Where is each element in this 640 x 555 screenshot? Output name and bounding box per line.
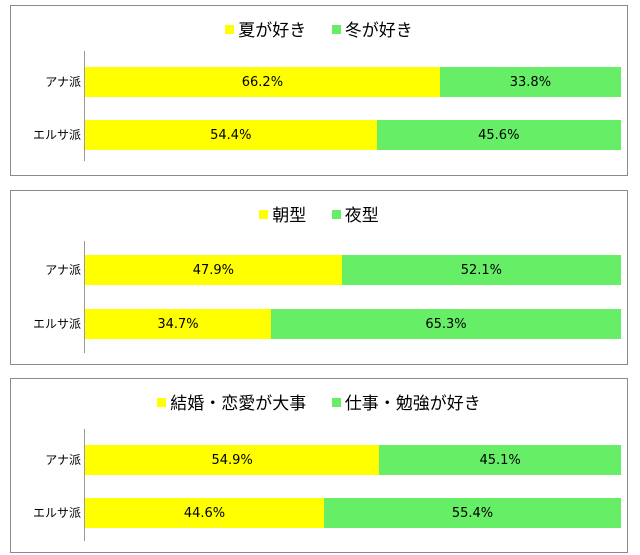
bar-segment-series-2: 45.6% (376, 120, 621, 150)
bar-segment-series-1: 44.6% (85, 498, 325, 528)
data-label: 55.4% (451, 505, 494, 521)
bar-segment-series-1: 54.9% (85, 445, 380, 475)
bar-row-anna: アナ派 66.2% 33.8% (11, 67, 627, 97)
category-axis (84, 51, 85, 161)
legend-label: 朝型 (272, 206, 307, 226)
bar-row-anna: アナ派 47.9% 52.1% (11, 255, 627, 285)
bar-row-elsa: エルサ派 34.7% 65.3% (11, 309, 627, 339)
legend-item-night: 夜型 (331, 201, 379, 226)
data-label: 47.9% (192, 262, 235, 278)
stacked-bar: 47.9% 52.1% (85, 255, 621, 285)
bar-segment-series-2: 45.1% (379, 445, 621, 475)
legend-label: 冬が好き (344, 21, 413, 41)
data-label: 34.7% (157, 316, 199, 332)
category-label: アナ派 (45, 453, 81, 467)
data-label: 45.6% (478, 127, 520, 143)
legend-swatch (331, 24, 341, 34)
legend-1: 夏が好き 冬が好き (11, 16, 627, 41)
stacked-bar: 54.9% 45.1% (85, 445, 621, 475)
bar-segment-series-2: 52.1% (341, 255, 621, 285)
legend-item-love: 結婚・恋愛が大事 (157, 389, 306, 414)
category-axis (84, 429, 85, 541)
data-label: 65.3% (425, 316, 467, 332)
bar-segment-series-2: 55.4% (324, 498, 621, 528)
bar-segment-series-1: 34.7% (85, 309, 271, 339)
stacked-bar: 54.4% 45.6% (85, 120, 621, 150)
bar-segment-series-1: 66.2% (85, 67, 440, 97)
legend-item-winter: 冬が好き (331, 16, 413, 41)
bar-segment-series-2: 33.8% (439, 67, 621, 97)
chart-panel-1: 夏が好き 冬が好き アナ派 66.2% 33.8% エルサ派 54.4% 45.6% (10, 5, 628, 176)
legend-label: 夏が好き (238, 21, 307, 41)
bar-segment-series-2: 65.3% (270, 309, 621, 339)
legend-label: 夜型 (344, 206, 379, 226)
chart-panel-3: 結婚・恋愛が大事 仕事・勉強が好き アナ派 54.9% 45.1% エルサ派 44… (10, 378, 628, 553)
data-label: 33.8% (509, 74, 552, 90)
legend-2: 朝型 夜型 (11, 201, 627, 226)
legend-swatch (331, 209, 341, 219)
category-label: エルサ派 (32, 317, 81, 331)
category-label: エルサ派 (32, 128, 81, 142)
stacked-bar: 44.6% 55.4% (85, 498, 621, 528)
data-label: 66.2% (241, 74, 284, 90)
legend-swatch (225, 24, 235, 34)
legend-label: 結婚・恋愛が大事 (170, 394, 307, 414)
data-label: 44.6% (183, 505, 226, 521)
bar-row-elsa: エルサ派 44.6% 55.4% (11, 498, 627, 528)
category-axis (84, 241, 85, 353)
legend-swatch (331, 397, 341, 407)
stacked-bar: 66.2% 33.8% (85, 67, 621, 97)
legend-label: 仕事・勉強が好き (344, 394, 481, 414)
data-label: 52.1% (460, 262, 503, 278)
legend-item-work: 仕事・勉強が好き (331, 389, 481, 414)
data-label: 45.1% (479, 452, 521, 468)
legend-item-morning: 朝型 (259, 201, 306, 226)
bar-segment-series-1: 47.9% (85, 255, 342, 285)
bar-row-elsa: エルサ派 54.4% 45.6% (11, 120, 627, 150)
bar-row-anna: アナ派 54.9% 45.1% (11, 445, 627, 475)
legend-3: 結婚・恋愛が大事 仕事・勉強が好き (11, 389, 627, 414)
chart-panel-2: 朝型 夜型 アナ派 47.9% 52.1% エルサ派 34.7% 65.3% (10, 190, 628, 365)
data-label: 54.9% (211, 452, 253, 468)
data-label: 54.4% (210, 127, 252, 143)
bar-segment-series-1: 54.4% (85, 120, 377, 150)
legend-swatch (157, 397, 167, 407)
legend-swatch (259, 209, 269, 219)
category-label: アナ派 (45, 263, 81, 277)
stacked-bar: 34.7% 65.3% (85, 309, 621, 339)
category-label: エルサ派 (32, 506, 81, 520)
category-label: アナ派 (45, 75, 81, 89)
legend-item-summer: 夏が好き (225, 16, 306, 41)
